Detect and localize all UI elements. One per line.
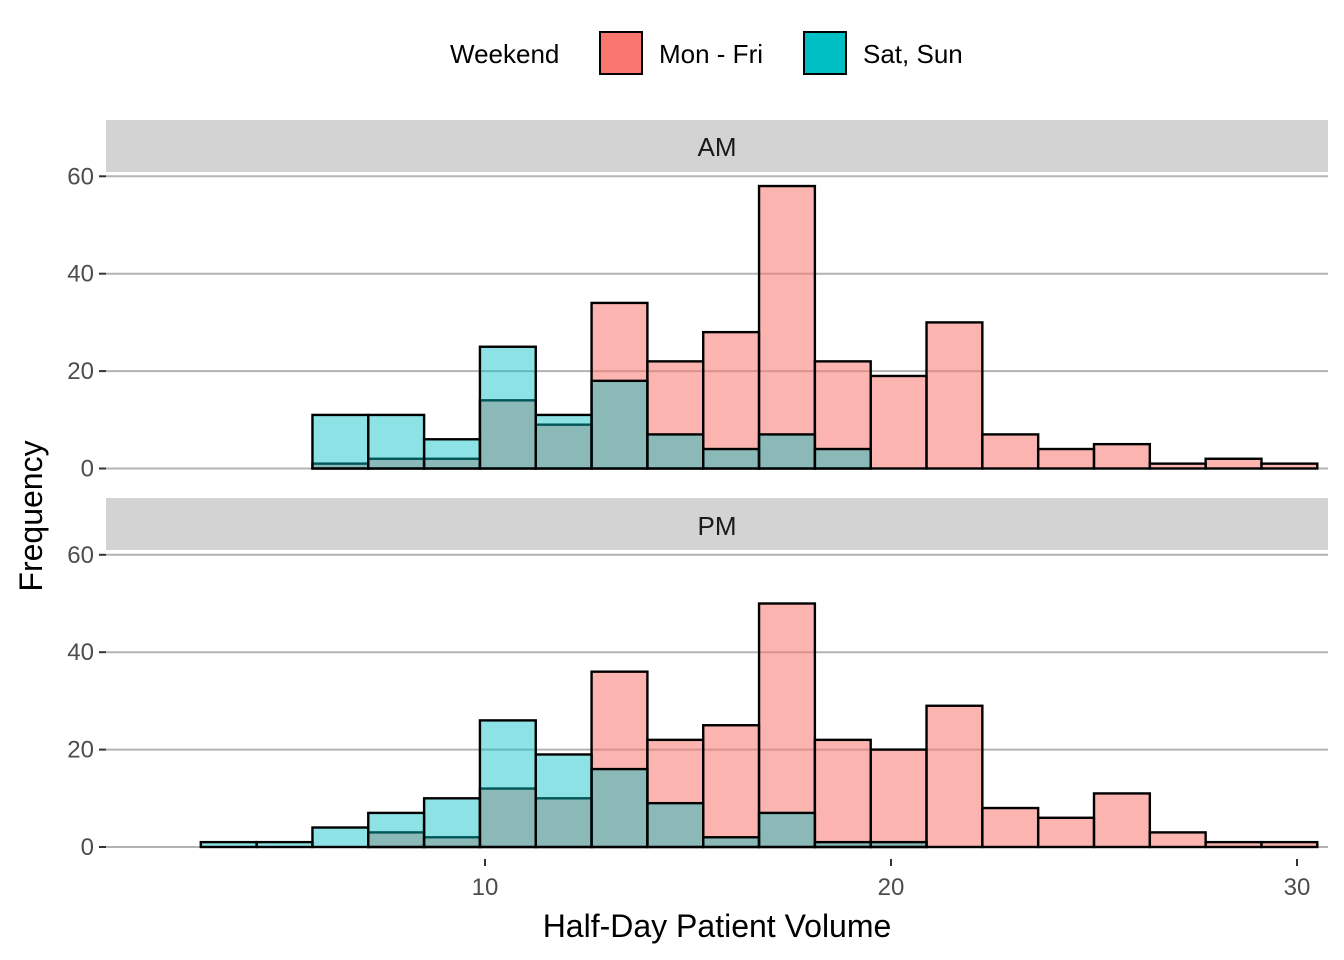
bar-am-sat-sun	[757, 433, 817, 470]
bar-pm-sat-sun	[478, 719, 537, 849]
bar-am-sat-sun	[367, 413, 426, 470]
bars-am	[311, 184, 1319, 470]
legend-label-sat-sun: Sat, Sun	[863, 39, 963, 69]
bars-pm	[199, 602, 1319, 849]
bar-am-mon-fri	[981, 433, 1040, 470]
bar-pm-mon-fri	[981, 806, 1040, 849]
legend-key-sat-sun	[803, 31, 847, 75]
bar-am-mon-fri	[869, 374, 928, 470]
y-tick-label: 60	[67, 163, 94, 190]
bar-pm-sat-sun	[590, 767, 649, 849]
bar-am-sat-sun	[534, 413, 593, 470]
bar-pm-sat-sun	[199, 840, 258, 849]
bar-pm-mon-fri	[1092, 792, 1152, 849]
bar-am-sat-sun	[646, 433, 705, 470]
bar-pm-mon-fri	[590, 670, 649, 849]
bar-pm-sat-sun	[255, 840, 314, 849]
bar-am-mon-fri	[1036, 447, 1096, 470]
bar-am-sat-sun	[702, 447, 761, 470]
bar-pm-sat-sun	[534, 753, 593, 849]
x-axis: 10 20 30	[472, 859, 1311, 901]
bar-am-mon-fri	[646, 360, 705, 470]
bar-pm-mon-fri	[869, 748, 928, 849]
y-tick-label: 0	[81, 834, 94, 861]
bar-pm-sat-sun	[813, 840, 872, 849]
bar-am-sat-sun	[813, 447, 872, 470]
bar-pm-sat-sun	[646, 801, 705, 849]
y-tick-label: 40	[67, 261, 94, 288]
bar-pm-mon-fri	[813, 738, 872, 849]
legend-label-mon-fri: Mon - Fri	[659, 39, 763, 69]
y-tick-label: 20	[67, 358, 94, 385]
strip-label-am: AM	[698, 132, 737, 162]
bar-pm-mon-fri	[702, 724, 761, 849]
y-tick-label: 20	[67, 737, 94, 764]
panel-pm: PM 0 20 40 60	[67, 498, 1328, 861]
bar-pm-mon-fri	[757, 602, 817, 849]
legend-key-mon-fri	[599, 31, 643, 75]
bar-am-sat-sun	[311, 413, 370, 470]
bar-am-sat-sun	[422, 438, 482, 470]
bar-pm-mon-fri	[1036, 816, 1096, 849]
bar-am-mon-fri	[534, 423, 593, 470]
bar-am-mon-fri	[757, 184, 817, 470]
bar-am-mon-fri	[925, 321, 984, 470]
y-ticks-am: 0 20 40 60	[67, 163, 106, 483]
legend-title: Weekend	[450, 39, 559, 69]
y-tick-label: 60	[67, 542, 94, 569]
bar-pm-sat-sun	[311, 826, 370, 849]
y-ticks-pm: 0 20 40 60	[67, 542, 106, 861]
x-tick-label: 30	[1284, 874, 1311, 901]
strip-am	[106, 120, 1328, 172]
bar-pm-mon-fri	[925, 704, 984, 849]
bar-pm-mon-fri	[1204, 840, 1263, 849]
x-axis-title: Half-Day Patient Volume	[543, 908, 892, 944]
bar-am-mon-fri	[1204, 457, 1263, 470]
x-tick-label: 10	[472, 874, 499, 901]
bar-am-mon-fri	[1148, 462, 1207, 470]
bar-am-sat-sun	[478, 345, 537, 470]
bar-am-mon-fri	[478, 399, 537, 470]
panel-am: AM 0 20 40 60	[67, 120, 1328, 483]
y-axis-title: Frequency	[13, 440, 49, 591]
bar-pm-mon-fri	[1260, 840, 1319, 849]
legend: Weekend Mon - Fri Sat, Sun	[450, 31, 963, 75]
bar-am-mon-fri	[1260, 462, 1319, 470]
bar-am-sat-sun	[590, 379, 649, 470]
y-tick-label: 40	[67, 639, 94, 666]
bar-pm-sat-sun	[367, 811, 426, 849]
bar-pm-mon-fri	[1148, 831, 1207, 849]
bar-am-mon-fri	[1092, 442, 1152, 470]
strip-pm	[106, 498, 1328, 550]
strip-label-pm: PM	[698, 511, 737, 541]
bar-pm-sat-sun	[702, 836, 761, 849]
x-tick-label: 20	[878, 874, 905, 901]
bar-pm-sat-sun	[869, 840, 928, 849]
bar-pm-sat-sun	[757, 811, 817, 849]
y-tick-label: 0	[81, 456, 94, 483]
bar-pm-sat-sun	[422, 797, 482, 849]
